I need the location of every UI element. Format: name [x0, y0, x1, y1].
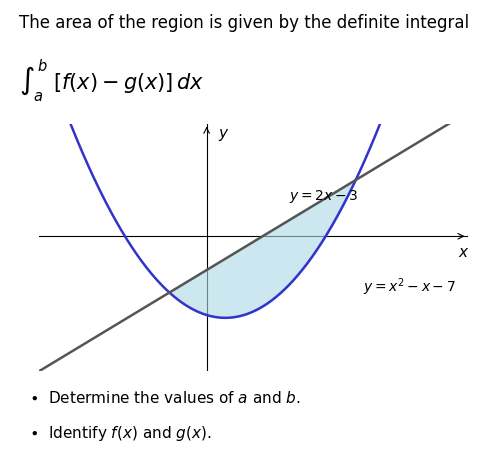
Text: $\bullet$  Determine the values of $a$ and $b$.: $\bullet$ Determine the values of $a$ an… [29, 390, 301, 407]
Text: $y = 2x - 3$: $y = 2x - 3$ [289, 188, 358, 205]
Text: $y$: $y$ [218, 127, 229, 143]
Text: The area of the region is given by the definite integral: The area of the region is given by the d… [19, 14, 469, 32]
Text: $\int_{a}^{b}\ [f(x) - g(x)]\,dx$: $\int_{a}^{b}\ [f(x) - g(x)]\,dx$ [19, 57, 205, 104]
Text: $y = x^2 - x - 7$: $y = x^2 - x - 7$ [363, 276, 456, 298]
Text: $\bullet$  Identify $f(x)$ and $g(x)$.: $\bullet$ Identify $f(x)$ and $g(x)$. [29, 424, 212, 443]
Text: $x$: $x$ [458, 245, 469, 260]
